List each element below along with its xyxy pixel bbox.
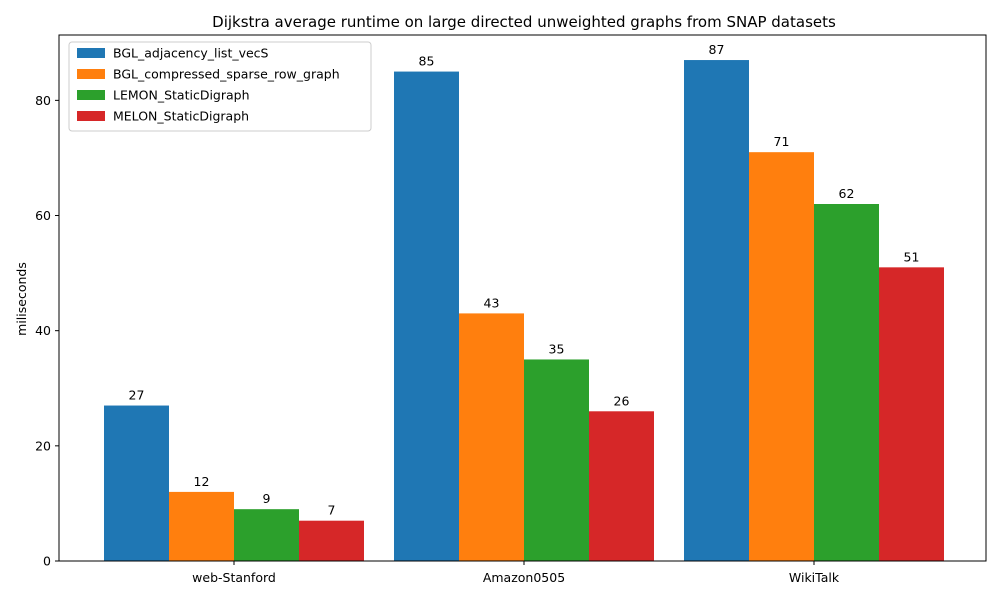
x-tick-label: WikiTalk — [789, 570, 840, 585]
legend-swatch — [77, 48, 105, 58]
data-label: 87 — [709, 42, 725, 57]
data-label: 51 — [904, 249, 920, 264]
x-tick-label: web-Stanford — [192, 570, 276, 585]
y-tick-label: 80 — [35, 93, 51, 108]
x-tick-label: Amazon0505 — [483, 570, 565, 585]
axes-frame — [58, 34, 987, 562]
y-tick-label: 0 — [43, 554, 51, 569]
legend-entry: BGL_compressed_sparse_row_graph — [113, 67, 340, 82]
legend-swatch — [77, 69, 105, 79]
legend-entry: LEMON_StaticDigraph — [113, 88, 250, 103]
data-label: 43 — [484, 295, 500, 310]
legend-box — [68, 41, 372, 132]
bar-BGL_adjacency_list_vecS-WikiTalk — [684, 60, 749, 562]
bar-BGL_compressed_sparse_row_graph-WikiTalk — [749, 152, 814, 561]
y-tick-label: 20 — [35, 438, 51, 453]
bar-BGL_adjacency_list_vecS-Amazon0505 — [394, 71, 459, 561]
legend-swatch — [77, 90, 105, 100]
y-axis-label: miliseconds — [14, 262, 29, 336]
bar-LEMON_StaticDigraph-Amazon0505 — [524, 359, 589, 561]
bar-MELON_StaticDigraph-web-Stanford — [299, 520, 364, 561]
data-label: 27 — [129, 388, 145, 403]
legend-swatch — [77, 111, 105, 121]
legend: BGL_adjacency_list_vecS BGL_compressed_sp… — [68, 41, 372, 132]
bar-BGL_compressed_sparse_row_graph-Amazon0505 — [459, 313, 524, 561]
bar-LEMON_StaticDigraph-web-Stanford — [234, 509, 299, 561]
bar-BGL_adjacency_list_vecS-web-Stanford — [104, 405, 169, 561]
data-label: 62 — [839, 186, 855, 201]
chart-title: Dijkstra average runtime on large direct… — [212, 13, 836, 31]
bar-MELON_StaticDigraph-Amazon0505 — [589, 411, 654, 561]
y-tick-label: 60 — [35, 208, 51, 223]
data-label: 71 — [774, 134, 790, 149]
data-label: 9 — [263, 491, 271, 506]
data-label: 12 — [194, 474, 210, 489]
bar-LEMON_StaticDigraph-WikiTalk — [814, 203, 879, 561]
bar-BGL_compressed_sparse_row_graph-web-Stanford — [169, 491, 234, 561]
plot-area: 27 85 87 12 43 71 9 35 62 7 26 51 0 20 40 60 80 web-Stanf… — [35, 34, 987, 585]
legend-entry: MELON_StaticDigraph — [113, 109, 249, 124]
data-label: 26 — [614, 393, 630, 408]
bar-MELON_StaticDigraph-WikiTalk — [879, 267, 944, 561]
data-label: 85 — [419, 54, 435, 69]
data-label: 7 — [328, 503, 336, 518]
y-tick-label: 40 — [35, 323, 51, 338]
legend-entry: BGL_adjacency_list_vecS — [113, 46, 269, 61]
data-label: 35 — [549, 341, 565, 356]
